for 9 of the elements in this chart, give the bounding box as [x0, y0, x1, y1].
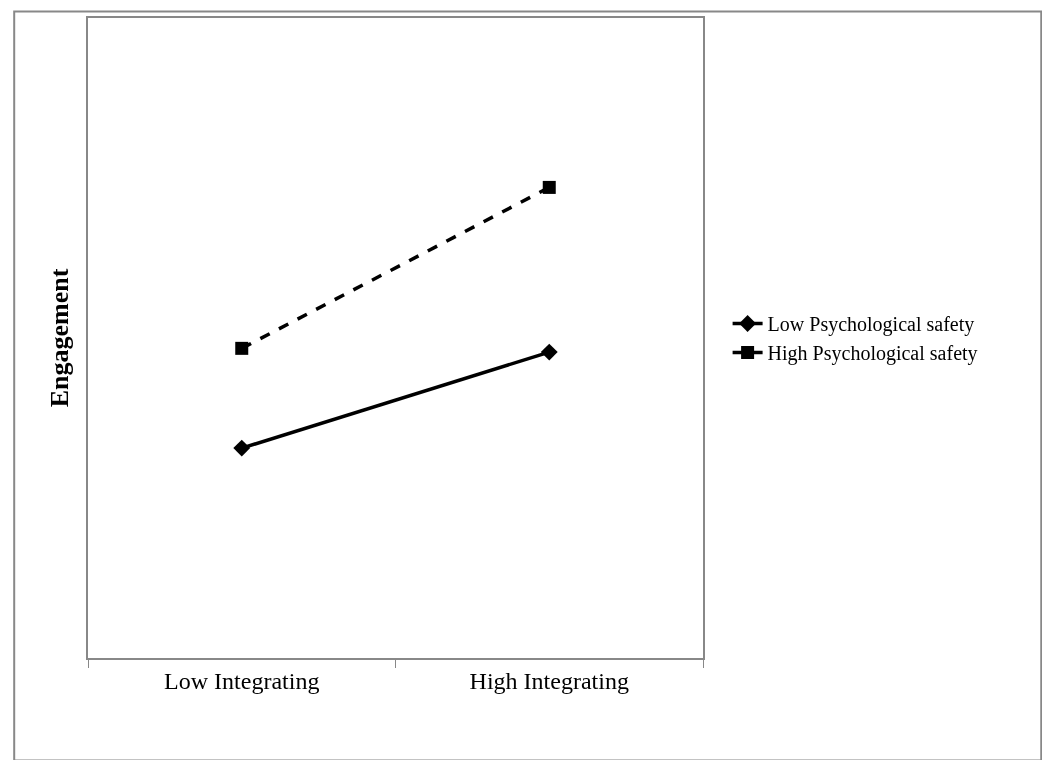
point	[542, 180, 556, 194]
legend-label: High Psychological safety	[767, 342, 978, 366]
point	[540, 343, 558, 361]
y-axis-title: Engagement	[45, 268, 75, 408]
x-tick-label: Low Integrating	[164, 667, 320, 694]
x-tick-label: High Integrating	[469, 667, 629, 694]
point	[233, 439, 251, 457]
legend-label: Low Psychological safety	[767, 313, 975, 337]
point	[235, 341, 249, 355]
